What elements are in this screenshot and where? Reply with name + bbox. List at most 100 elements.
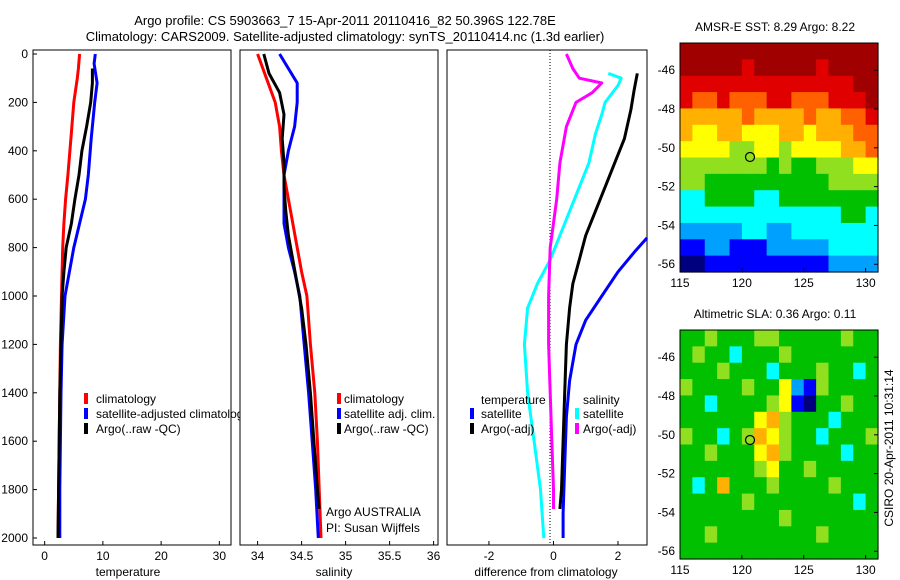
heatmap-cell [816, 141, 830, 159]
heatmap-cell [840, 477, 854, 495]
heatmap-cell [680, 526, 693, 544]
heatmap-cell [680, 75, 693, 93]
heatmap-cell [828, 190, 842, 208]
map-frame [679, 329, 879, 560]
heatmap-cell [692, 239, 706, 257]
heatmap-cell [741, 346, 755, 364]
heatmap-cell [791, 428, 805, 446]
heatmap-cell [828, 411, 842, 429]
heatmap-cell [828, 395, 842, 413]
heatmap-cell [791, 493, 805, 511]
heatmap-cell [729, 444, 743, 462]
heatmap-cell [865, 124, 879, 142]
x-tick-label: 30 [213, 549, 227, 563]
difference-profile-panel: -2 0 2 difference from climatology tempera… [446, 49, 649, 579]
heatmap-cell [692, 526, 706, 544]
heatmap-cell [803, 222, 817, 240]
heatmap-cell [704, 173, 718, 191]
heatmap-cell [741, 92, 755, 110]
heatmap-cell [766, 542, 780, 560]
heatmap-cell [741, 222, 755, 240]
heatmap-cell [779, 222, 792, 240]
heatmap-cell [865, 444, 879, 462]
heatmap-cell [853, 141, 867, 159]
legend-swatch-temp-satellite [470, 408, 474, 419]
heatmap-cell [865, 173, 879, 191]
x-tick-label: 0 [41, 549, 48, 563]
heatmap-cell [840, 444, 854, 462]
legend-label: climatology [344, 392, 404, 406]
heatmap-cell [816, 444, 830, 462]
heatmap-cell [766, 509, 780, 527]
series-line-argo-raw-qc- [56, 68, 94, 539]
map-axes: 115 120 125 130 -46 -48 -50 -52 -54 -56 [658, 350, 878, 577]
heatmap-cell [692, 75, 706, 93]
heatmap-cell [741, 255, 755, 273]
annotation-argo-australia: Argo AUSTRALIA [326, 505, 421, 519]
x-tick-label: 10 [96, 549, 110, 563]
heatmap-cell [816, 124, 830, 142]
legend-label: Argo(-adj) [583, 422, 636, 436]
heatmap-cell [840, 124, 854, 142]
heatmap-cell [803, 43, 817, 60]
heatmap-cell [766, 173, 780, 191]
figure-title-line1: Argo profile: CS 5903663_7 15-Apr-2011 2… [134, 13, 556, 28]
heatmap-cell [865, 542, 879, 560]
heatmap-cell [754, 509, 768, 527]
heatmap-cell [766, 477, 780, 495]
heatmap-cell [717, 239, 731, 257]
heatmap-cell [692, 509, 706, 527]
heatmap-cell [754, 43, 768, 60]
heatmap-cell [865, 255, 879, 273]
heatmap-cell [828, 330, 842, 347]
heatmap-cell [803, 346, 817, 364]
heatmap-cell [865, 206, 879, 224]
heatmap-cell [729, 124, 743, 142]
legend-label: Argo(..raw -QC) [96, 422, 181, 436]
heatmap-cell [704, 509, 718, 527]
heatmap-cell [754, 542, 768, 560]
heatmap-cell [840, 395, 854, 413]
heatmap-cell [816, 493, 830, 511]
heatmap-cell [853, 222, 867, 240]
heatmap-cell [779, 108, 792, 126]
map-axes: 115 120 125 130 -46 -48 -50 -52 -54 -56 [658, 63, 878, 290]
heatmap-cell [840, 330, 854, 347]
heatmap-cell [729, 346, 743, 364]
heatmap-cell [779, 444, 792, 462]
heatmap-cell [766, 493, 780, 511]
heatmap-cell [840, 542, 854, 560]
heatmap-cell [840, 509, 854, 527]
heatmap-cell [816, 43, 830, 60]
y-tick-label: 2000 [1, 531, 28, 545]
heatmap-cell [865, 379, 879, 397]
y-tick-label: 600 [8, 192, 28, 206]
heatmap-cell [865, 362, 879, 380]
heatmap-cell [680, 173, 693, 191]
heatmap-cell [680, 206, 693, 224]
heatmap-cell [717, 395, 731, 413]
heatmap-cell [865, 428, 879, 446]
heatmap-cell [816, 330, 830, 347]
heatmap-cell [729, 43, 743, 60]
heatmap-cell [680, 362, 693, 380]
heatmap-cell [741, 330, 755, 347]
legend-label: satellite [583, 407, 624, 421]
x-tick-label: 20 [154, 549, 168, 563]
heatmap-cell [680, 493, 693, 511]
heatmap-cell [704, 526, 718, 544]
heatmap-cell [791, 509, 805, 527]
heatmap-cell [828, 428, 842, 446]
heatmap-cell [791, 330, 805, 347]
legend-swatch-satellite [84, 408, 88, 419]
heatmap-cell [828, 477, 842, 495]
heatmap-cell [729, 362, 743, 380]
heatmap-cell [840, 141, 854, 159]
heatmap-cell [692, 222, 706, 240]
heatmap-cell [704, 346, 718, 364]
heatmap-cell [791, 362, 805, 380]
y-tick-label: -52 [658, 180, 676, 194]
legend-label: Argo(-adj) [481, 422, 534, 436]
heatmap-cell [828, 43, 842, 60]
heatmap-cell [680, 108, 693, 126]
